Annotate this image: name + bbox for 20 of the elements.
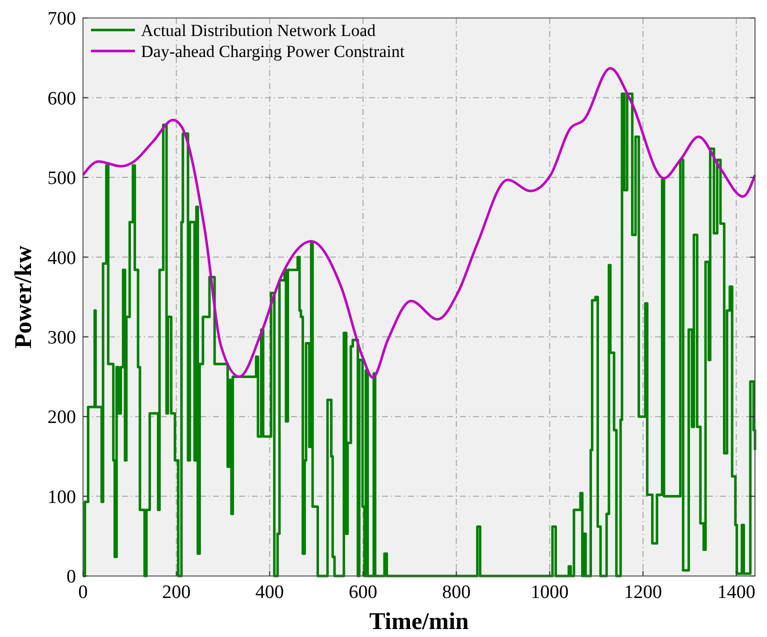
x-tick-label: 1400 <box>717 582 756 603</box>
y-tick-label: 400 <box>48 248 76 269</box>
y-tick-label: 0 <box>66 566 76 588</box>
y-tick-label: 300 <box>48 328 76 349</box>
y-tick-label: 200 <box>48 407 76 428</box>
x-tick-label: 400 <box>255 582 284 603</box>
y-tick-label: 500 <box>48 168 76 190</box>
y-tick-label: 100 <box>48 486 76 508</box>
y-tick-label: 700 <box>48 8 76 30</box>
legend-label: Actual Distribution Network Load <box>141 20 376 40</box>
x-tick-label: 1000 <box>530 582 569 603</box>
x-tick-label: 200 <box>162 582 191 603</box>
x-tick-label: 600 <box>348 582 378 603</box>
x-tick-label: 800 <box>442 582 471 603</box>
x-tick-label: 1200 <box>624 582 662 603</box>
x-axis-title: Time/min <box>369 609 469 635</box>
line-series <box>82 66 756 379</box>
y-axis-title: Power/kw <box>11 245 37 348</box>
y-tick-label: 600 <box>48 88 76 110</box>
legend-label: Day-ahead Charging Power Constraint <box>141 42 405 61</box>
